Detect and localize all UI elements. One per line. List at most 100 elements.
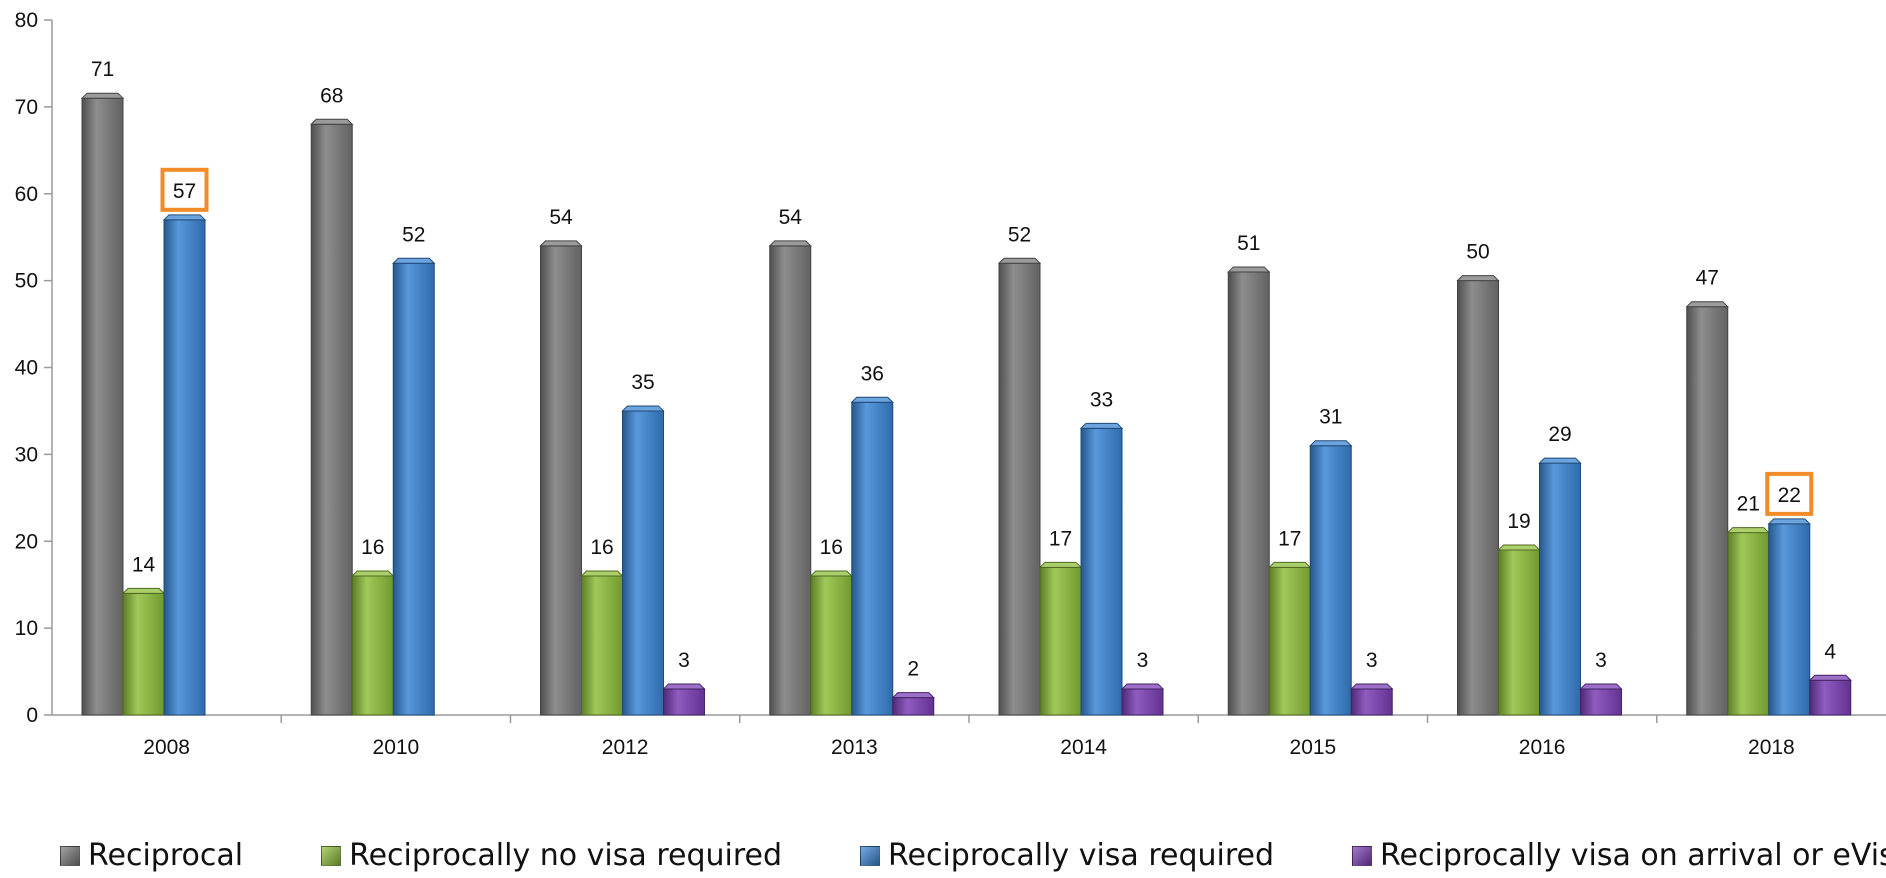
highlight-box bbox=[1765, 471, 1814, 516]
bar-2-2018 bbox=[1767, 518, 1811, 716]
bar bbox=[1309, 445, 1352, 716]
data-label: 16 bbox=[361, 536, 384, 559]
x-tick-label: 2013 bbox=[831, 736, 878, 759]
bar-2-2013 bbox=[850, 396, 894, 716]
bar bbox=[1809, 679, 1852, 716]
bar bbox=[1350, 688, 1393, 716]
legend-label: Reciprocal bbox=[88, 838, 244, 873]
bar-top bbox=[580, 570, 624, 577]
bar-top bbox=[121, 587, 166, 594]
x-tick-label: 2008 bbox=[143, 736, 190, 759]
legend-item-reciprocal: Reciprocal bbox=[60, 838, 243, 873]
y-tick-label: 40 bbox=[15, 357, 38, 380]
bar-top bbox=[1456, 275, 1500, 282]
data-label: 21 bbox=[1737, 493, 1760, 516]
bar-top bbox=[1227, 266, 1271, 273]
bar-2-2015 bbox=[1309, 440, 1353, 716]
bar-top bbox=[1079, 422, 1124, 429]
legend: Reciprocal Reciprocally no visa required… bbox=[60, 838, 1886, 873]
y-tick-label: 60 bbox=[15, 183, 38, 206]
bar-2-2012 bbox=[621, 405, 665, 716]
data-label: 52 bbox=[402, 223, 425, 246]
data-label: 71 bbox=[91, 58, 114, 81]
data-label: 52 bbox=[1008, 223, 1031, 246]
x-tick-label: 2018 bbox=[1748, 736, 1795, 759]
bar bbox=[81, 97, 124, 716]
data-label: 47 bbox=[1696, 267, 1719, 290]
bar bbox=[998, 262, 1041, 716]
bar-2-2016 bbox=[1538, 457, 1582, 716]
legend-label: Reciprocally visa on arrival or eVisa bbox=[1380, 838, 1886, 873]
bar-chart: 0 10 20 30 40 50 60 70 80 2008 2010 2012 2013 2014 201… bbox=[15, 9, 1886, 759]
bar bbox=[122, 592, 165, 716]
bar-0-2014 bbox=[997, 257, 1042, 716]
bar bbox=[1768, 523, 1811, 716]
data-label: 17 bbox=[1049, 527, 1072, 550]
data-label: 51 bbox=[1237, 232, 1260, 255]
bar-0-2012 bbox=[539, 240, 583, 716]
data-label: 54 bbox=[549, 206, 573, 229]
bar bbox=[1457, 280, 1499, 716]
bar-2-2008 bbox=[162, 214, 207, 716]
bar-top bbox=[1268, 561, 1312, 568]
bar bbox=[851, 401, 894, 716]
bar-top bbox=[1767, 518, 1811, 525]
bar-top bbox=[621, 405, 665, 412]
y-tick-label: 80 bbox=[15, 9, 38, 32]
bar-top bbox=[662, 683, 706, 690]
bar bbox=[1080, 427, 1123, 716]
bar-top bbox=[1808, 674, 1852, 681]
data-label: 3 bbox=[1366, 649, 1378, 672]
bar-top bbox=[1579, 683, 1623, 690]
y-tick-label: 50 bbox=[15, 270, 38, 293]
bar bbox=[892, 697, 935, 716]
bar-0-2010 bbox=[310, 118, 354, 716]
bar bbox=[392, 262, 435, 716]
bar bbox=[1727, 532, 1770, 716]
data-label: 2 bbox=[907, 658, 919, 681]
bar-top bbox=[850, 396, 894, 403]
data-label: 36 bbox=[861, 362, 884, 385]
bar-top bbox=[1120, 683, 1165, 690]
bar-top bbox=[1497, 544, 1541, 551]
bar-top bbox=[310, 118, 354, 125]
bar-top bbox=[80, 92, 125, 99]
bar-top bbox=[997, 257, 1042, 264]
x-tick-label: 2014 bbox=[1060, 736, 1107, 759]
x-tick-label: 2012 bbox=[602, 736, 649, 759]
bar bbox=[1580, 688, 1622, 716]
data-label: 33 bbox=[1090, 388, 1113, 411]
legend-swatch-icon bbox=[321, 845, 342, 866]
bar-0-2015 bbox=[1227, 266, 1271, 716]
bar-top bbox=[392, 257, 436, 264]
data-label: 3 bbox=[678, 649, 690, 672]
data-label: 68 bbox=[320, 84, 343, 107]
bar-top bbox=[162, 214, 207, 221]
bar-top bbox=[351, 570, 395, 577]
data-label: 57 bbox=[173, 180, 196, 203]
x-tick-label: 2010 bbox=[373, 736, 420, 759]
legend-swatch-icon bbox=[1352, 845, 1373, 866]
bar-0-2016 bbox=[1456, 275, 1500, 716]
bar-1-2012 bbox=[580, 570, 624, 716]
y-tick-label: 0 bbox=[26, 704, 38, 727]
bar-3-2018 bbox=[1808, 674, 1852, 716]
data-label: 14 bbox=[132, 553, 156, 576]
data-label: 22 bbox=[1778, 484, 1801, 507]
x-tick-label: 2015 bbox=[1290, 736, 1337, 759]
legend-swatch-icon bbox=[60, 845, 80, 866]
bar-top bbox=[1309, 440, 1353, 447]
data-label: 16 bbox=[590, 536, 613, 559]
bar-1-2008 bbox=[121, 587, 166, 716]
bar-2-2014 bbox=[1079, 422, 1124, 716]
data-label: 19 bbox=[1507, 510, 1530, 533]
bar bbox=[1498, 549, 1540, 716]
bar-top bbox=[768, 240, 812, 247]
data-label: 54 bbox=[779, 206, 803, 229]
y-tick-label: 30 bbox=[15, 443, 38, 466]
legend-item-visa-required: Reciprocally visa required bbox=[860, 838, 1274, 873]
data-label: 3 bbox=[1137, 649, 1149, 672]
bar bbox=[769, 245, 812, 716]
bar bbox=[163, 219, 206, 716]
